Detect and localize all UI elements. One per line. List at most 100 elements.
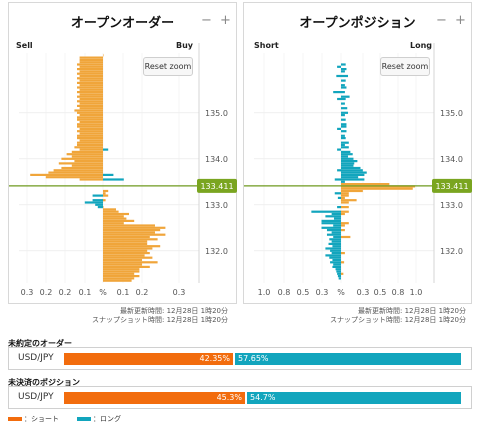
legend-long: ：ロング: [93, 415, 121, 423]
chart-bar: [103, 178, 124, 181]
chart-bar: [79, 74, 103, 78]
reset-zoom-button[interactable]: Reset zoom: [380, 57, 430, 76]
chart-bar: [103, 252, 150, 255]
current-price-label: 133.411: [200, 182, 233, 191]
chart-bar: [92, 199, 103, 202]
chart-bar: [77, 100, 103, 103]
chart-bar: [79, 148, 103, 151]
chart-bar: [103, 208, 116, 211]
chart-bar: [341, 143, 345, 147]
price-tick-label: 135.0: [205, 109, 228, 118]
x-tick-label: 1.0: [258, 288, 271, 297]
x-tick-label: 0.2: [40, 288, 53, 297]
chart-bar: [326, 229, 341, 232]
chart-bar: [103, 148, 109, 151]
chart-bar: [341, 272, 344, 275]
chart-bar: [103, 206, 104, 209]
chart-bar: [77, 123, 103, 126]
chart-bar: [337, 127, 341, 130]
minus-icon[interactable]: −: [201, 13, 212, 28]
chart-bar: [103, 245, 161, 248]
x-tick-label: 0.8: [278, 288, 291, 297]
chart-bar: [329, 238, 341, 241]
chart-bar: [321, 226, 341, 229]
snapshot-time: スナップショット時間: 12月28日 1時20分: [330, 316, 466, 324]
chart-bar: [79, 178, 103, 181]
chart-bar: [330, 249, 341, 252]
chart-bar: [77, 141, 103, 144]
chart-bar: [341, 125, 347, 128]
chart-bar: [103, 226, 166, 229]
chart-bar: [341, 134, 345, 137]
chart-bar: [77, 77, 103, 80]
chart-bar: [341, 70, 345, 73]
long-swatch: [77, 417, 91, 421]
chart-bar: [103, 212, 129, 216]
chart-bar: [341, 86, 347, 89]
open-orders-chart[interactable]: 135.0 134.0 133.0 132.0 0.3 0.2 0.2 0.1% 0.1 0.2 0…: [9, 3, 238, 305]
chart-bar: [341, 160, 358, 163]
chart-bar: [74, 109, 103, 112]
chart-bar: [103, 235, 150, 239]
x-tick-label: 1.0: [410, 288, 423, 297]
plus-icon[interactable]: +: [220, 13, 231, 28]
chart-bar: [77, 137, 103, 140]
chart-bar: [332, 245, 341, 248]
chart-bar: [341, 229, 345, 232]
chart-bar: [341, 187, 413, 190]
chart-bar: [77, 68, 103, 71]
x-tick-label: 0.8: [392, 288, 405, 297]
reset-zoom-button[interactable]: Reset zoom: [143, 57, 193, 76]
chart-bar: [333, 91, 341, 94]
chart-bar: [103, 54, 104, 57]
chart-bar: [334, 178, 341, 181]
chart-bar: [103, 240, 148, 243]
chart-bar: [341, 68, 347, 71]
chart-bar: [331, 240, 341, 243]
chart-bar: [84, 201, 103, 204]
chart-bar: [103, 238, 158, 241]
chart-bar: [337, 169, 341, 172]
currency-pair: USD/JPY: [18, 392, 54, 402]
chart-bar: [103, 247, 153, 250]
chart-bar: [79, 65, 103, 68]
chart-bar: [331, 212, 341, 216]
price-tick-label: 134.0: [440, 155, 463, 164]
chart-bar: [337, 196, 341, 199]
open-positions-chart[interactable]: 135.0 134.0 133.0 132.0 1.0 0.8 0.5 0.3% 0.3 0.5 0…: [244, 3, 473, 305]
short-ratio-bar: 42.35%: [64, 353, 233, 365]
chart-bar: [341, 173, 365, 176]
current-price-tag: [432, 178, 472, 193]
chart-bar: [103, 242, 148, 245]
chart-bar: [341, 130, 347, 133]
chart-bar: [335, 268, 341, 271]
currency-pair: USD/JPY: [18, 353, 54, 363]
chart-bar: [326, 233, 341, 236]
x-tick-label: 0.3: [357, 288, 370, 297]
legend: ：ショート ：ロング: [8, 414, 121, 424]
chart-bar: [321, 219, 341, 222]
chart-bar: [79, 102, 103, 105]
chart-bar: [341, 169, 363, 172]
chart-bar: [103, 270, 140, 273]
updated-time: 最新更新時間: 12月28日 1時20分: [358, 307, 466, 315]
chart-bar: [103, 215, 124, 218]
chart-bar: [79, 139, 103, 142]
chart-bar: [79, 127, 103, 130]
open-positions-panel: 135.0 134.0 133.0 132.0 1.0 0.8 0.5 0.3% 0.3 0.5 0…: [243, 2, 472, 304]
open-orders-panel: 135.0 134.0 133.0 132.0 0.3 0.2 0.2 0.1% 0.1 0.2 0…: [8, 2, 237, 304]
chart-bar: [341, 206, 349, 209]
chart-bar: [103, 258, 142, 262]
chart-bar: [325, 215, 341, 218]
plus-icon[interactable]: +: [455, 13, 466, 28]
chart-bar: [341, 137, 346, 140]
chart-bar: [77, 111, 103, 114]
chart-bar: [341, 210, 349, 213]
chart-bar: [103, 249, 148, 252]
minus-icon[interactable]: −: [436, 13, 447, 28]
chart-bar: [341, 196, 345, 199]
chart-bar: [103, 263, 142, 266]
chart-bar: [341, 183, 390, 186]
chart-bar: [92, 194, 103, 197]
chart-bar: [341, 224, 345, 227]
